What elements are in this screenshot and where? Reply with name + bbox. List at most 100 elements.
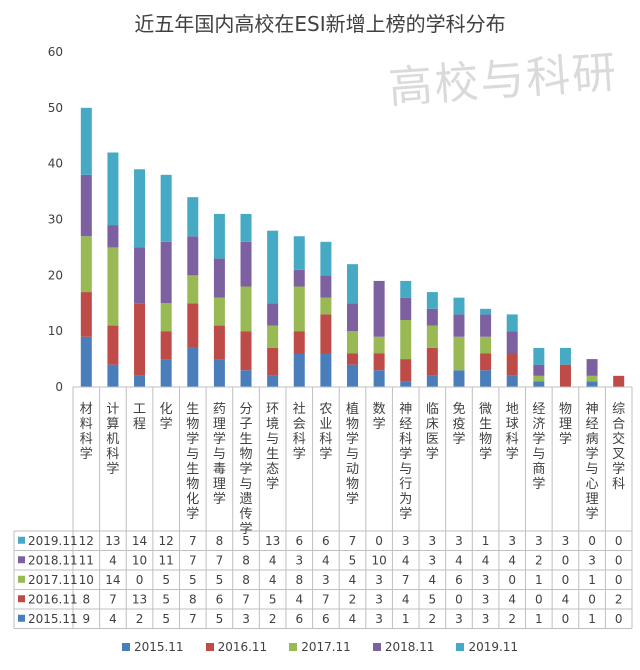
table-cell-value: 11 [79,553,94,567]
table-cell-value: 8 [82,592,90,606]
table-cell-value: 3 [535,534,543,548]
y-tick-label: 30 [48,213,63,227]
bar-segment [453,297,465,315]
table-cell-value: 0 [562,553,570,567]
legend-item: 2015.11 [121,640,184,654]
table-cell-value: 7 [349,534,357,548]
bar-segment [213,325,225,360]
category-label: 临床医学 [426,402,439,462]
table-cell-value: 4 [349,612,357,626]
bar-segment [320,353,332,387]
bar-segment [453,336,465,371]
table-series-label: 2019.11 [28,534,78,548]
bar-segment [160,359,172,387]
y-tick-label: 10 [48,324,63,338]
bar-segment [373,353,385,371]
table-cell-value: 0 [615,534,623,548]
bar-segment [453,370,465,387]
table-cell-value: 0 [562,573,570,587]
bar-segment [240,370,252,387]
bar-segment [134,375,146,387]
bar-segment [267,230,279,304]
bar-segment [533,375,545,382]
bar-segment [267,375,279,387]
table-swatch [18,575,25,583]
bar-segment [426,325,438,348]
bar-segment [400,359,412,382]
bar-segment [613,375,625,387]
bar-segment [134,303,146,376]
table-swatch [18,614,25,622]
table-cell-value: 5 [349,553,357,567]
table-cell-value: 3 [429,553,437,567]
table-cell-value: 10 [132,553,147,567]
y-tick-label: 20 [48,268,63,282]
legend-label: 2016.11 [217,640,268,654]
table-cell-value: 14 [132,534,147,548]
bar-segment [107,152,119,226]
bar-segment [187,236,199,276]
table-cell-value: 7 [189,534,197,548]
table-cell-value: 1 [402,612,410,626]
bar-segment [347,264,358,304]
table-cell-value: 12 [159,534,174,548]
table-cell-value: 2 [429,612,437,626]
bar-segment [320,275,332,298]
bar-segment [586,359,598,376]
bar-segment [347,331,358,354]
bar-segment [373,280,385,337]
table-cell-value: 0 [615,573,623,587]
category-label: 地球科学 [506,402,519,462]
bar-segment [267,325,279,348]
legend-item: 2017.11 [289,640,351,654]
table-cell-value: 2 [535,553,543,567]
table-cell-value: 8 [189,592,197,606]
bar-segment [160,331,172,360]
table-cell-value: 2 [615,592,623,606]
table-cell-value: 5 [216,612,224,626]
bar-segment [160,241,172,304]
bar-segment [107,325,119,365]
y-tick-label: 0 [55,380,63,394]
y-tick-label: 40 [48,157,63,171]
bar-segment [80,336,92,387]
table-cell-value: 7 [109,592,117,606]
table-cell-value: 5 [189,573,197,587]
bar-segment [400,280,412,298]
table-cell-value: 0 [615,612,623,626]
category-label: 环境与生态学 [266,402,279,492]
bar-segment [426,375,438,387]
bar-segment [480,353,492,371]
table-cell-value: 2 [269,612,277,626]
table-cell-value: 0 [508,573,516,587]
table-cell-value: 11 [159,553,174,567]
table-cell-value: 1 [482,534,490,548]
bar-segment [320,314,332,354]
table-cell-value: 4 [269,553,277,567]
bar-segment [426,292,438,309]
legend-swatch [205,643,214,651]
table-cell-value: 3 [295,553,303,567]
bar-segment [586,375,598,382]
bar-segment [293,353,305,387]
bar-segment [559,347,571,365]
table-cell-value: 3 [375,612,383,626]
bar-segment [480,370,492,387]
legend-item: 2019.11 [456,640,518,654]
category-label: 化学 [160,402,173,432]
bar-segment [187,347,199,387]
table-cell-value: 0 [588,534,596,548]
bar-segment [480,308,492,315]
category-label: 社会科学 [293,401,306,462]
bar-segment [320,297,332,315]
bar-segment [80,236,92,293]
table-cell-value: 2 [136,612,144,626]
table-cell-value: 3 [375,573,383,587]
bar-segment [134,169,146,248]
bar-segment [533,381,545,387]
table-cell-value: 3 [562,534,570,548]
category-label: 工程 [133,402,146,432]
table-cell-value: 5 [242,534,250,548]
table-cell-value: 6 [295,534,303,548]
category-label: 植物学与动物学 [346,402,359,507]
